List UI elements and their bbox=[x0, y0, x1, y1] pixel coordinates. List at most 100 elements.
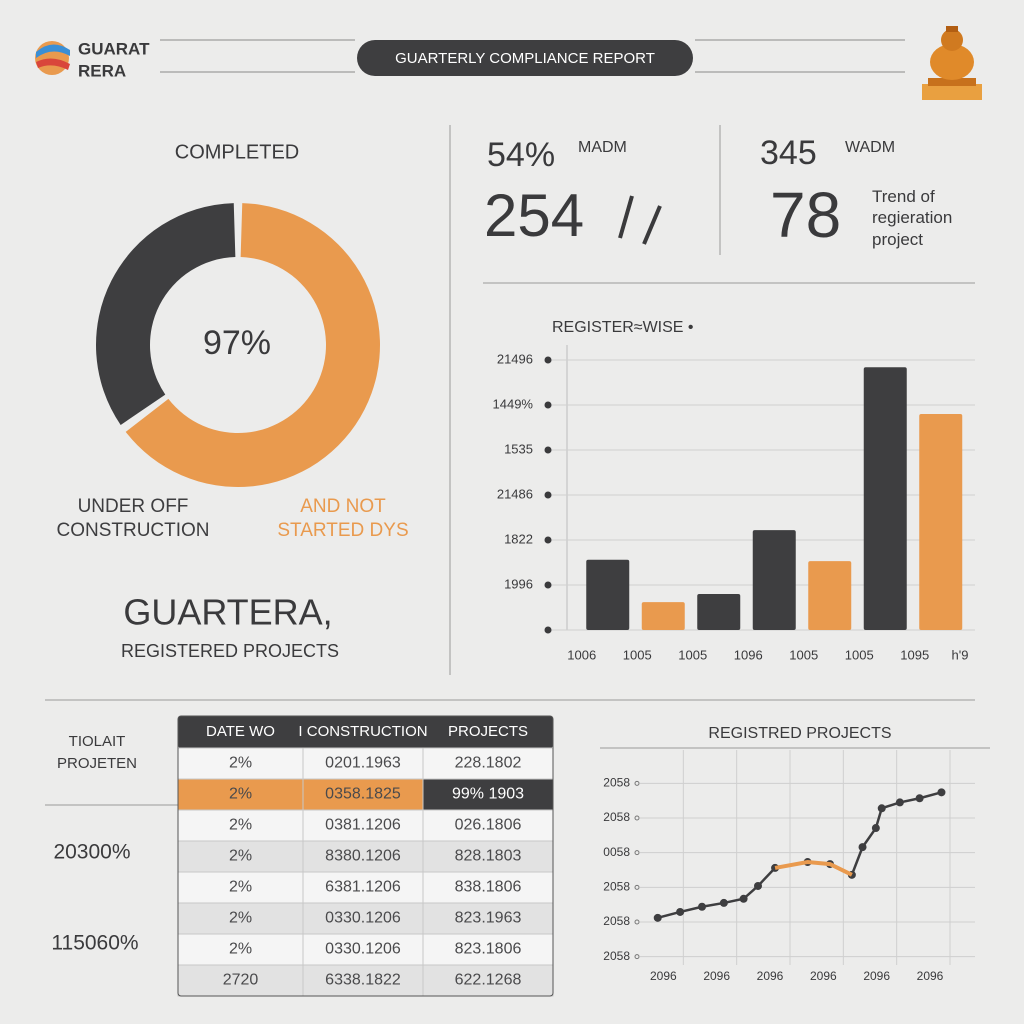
donut-segment bbox=[125, 203, 380, 487]
kpi-unit: WADM bbox=[845, 139, 895, 156]
x-tick-label: 1096 bbox=[734, 647, 763, 662]
line-point bbox=[895, 798, 904, 807]
x-tick-label: 1005 bbox=[845, 647, 874, 662]
cell-text: 838.1806 bbox=[455, 879, 522, 896]
table-cell bbox=[422, 747, 554, 780]
tick-mark bbox=[544, 446, 552, 454]
bar bbox=[752, 530, 796, 630]
table-cell bbox=[422, 964, 554, 997]
table-cell bbox=[302, 778, 424, 811]
table-cell bbox=[422, 902, 554, 935]
line-point bbox=[877, 804, 886, 813]
cell-text: 2% bbox=[229, 941, 252, 958]
summary-title: GUARTERA, bbox=[123, 592, 332, 633]
y-tick-label: 2058 bbox=[603, 880, 630, 894]
cell-text: 026.1806 bbox=[455, 817, 522, 834]
cell-text: 0358.1825 bbox=[325, 786, 401, 803]
tick-mark bbox=[544, 491, 552, 499]
tick-mark bbox=[544, 581, 552, 589]
column-header: I CONSTRUCTION bbox=[298, 723, 427, 740]
logo-line: RERA bbox=[78, 61, 126, 80]
table-cell bbox=[177, 840, 304, 873]
line-point bbox=[915, 794, 924, 803]
y-tick-label: 21486 bbox=[497, 486, 533, 501]
cell-text: 0201.1963 bbox=[325, 755, 401, 772]
kpi-big: 254 bbox=[484, 182, 584, 249]
y-tick-label: 1996 bbox=[504, 576, 533, 591]
x-tick-label: 2096 bbox=[757, 969, 784, 983]
kpi-small: 345 bbox=[760, 134, 817, 172]
cell-text: 2% bbox=[229, 755, 252, 772]
bar bbox=[919, 414, 963, 630]
line-point bbox=[739, 894, 748, 903]
y-tick-label: 0058 bbox=[603, 845, 630, 859]
table-cell bbox=[422, 840, 554, 873]
cell-text: 6381.1206 bbox=[325, 879, 401, 896]
y-tick-label: 1822 bbox=[504, 531, 533, 546]
side-value: 115060% bbox=[51, 932, 138, 955]
cell-text: 0330.1206 bbox=[325, 910, 401, 927]
logo-line: GUARAT bbox=[78, 39, 150, 58]
table-cell bbox=[302, 902, 424, 935]
y-tick-label: 2058 bbox=[603, 776, 630, 790]
y-tick-label: 2058 bbox=[603, 949, 630, 963]
line-point bbox=[676, 907, 685, 916]
table-cell bbox=[422, 871, 554, 904]
tick-mark bbox=[634, 954, 640, 960]
cell-text: 2% bbox=[229, 848, 252, 865]
cell-text: 2% bbox=[229, 817, 252, 834]
line-point bbox=[754, 881, 762, 890]
table-cell bbox=[177, 964, 304, 997]
line-point bbox=[937, 788, 946, 797]
x-tick-label: 2096 bbox=[650, 969, 677, 983]
line-series bbox=[657, 791, 942, 920]
y-tick-label: 1449% bbox=[493, 396, 534, 411]
y-tick-label: 2058 bbox=[603, 914, 630, 928]
kpi-note: Trend of regieration project bbox=[872, 187, 953, 249]
cell-text: 228.1802 bbox=[455, 755, 522, 772]
column-header: PROJECTS bbox=[448, 723, 528, 740]
x-tick-label: 1005 bbox=[623, 647, 652, 662]
decoration bbox=[642, 205, 662, 245]
donut-label: AND NOT STARTED DYS bbox=[277, 496, 409, 541]
line-point bbox=[653, 913, 662, 922]
bar bbox=[641, 602, 685, 630]
x-tick-label: 1005 bbox=[678, 647, 707, 662]
tick-mark bbox=[634, 919, 640, 925]
table-cell bbox=[302, 964, 424, 997]
decoration bbox=[618, 195, 634, 239]
table-frame bbox=[177, 715, 554, 997]
bar-title: REGISTER≈WISE • bbox=[552, 319, 694, 336]
x-tick-label: 1006 bbox=[567, 647, 596, 662]
title-pill bbox=[357, 40, 693, 76]
x-tick-label: 2096 bbox=[810, 969, 837, 983]
tick-mark bbox=[634, 815, 640, 821]
cell-text: 828.1803 bbox=[455, 848, 522, 865]
x-tick-label: 2096 bbox=[917, 969, 944, 983]
cell-text: 2% bbox=[229, 910, 252, 927]
tick-mark bbox=[634, 780, 640, 786]
table-cell bbox=[302, 840, 424, 873]
x-tick-label: 1095 bbox=[900, 647, 929, 662]
cell-text: 2% bbox=[229, 879, 252, 896]
kpi-small: 54% bbox=[487, 136, 555, 174]
cell-text: 2% bbox=[229, 786, 252, 803]
bar bbox=[808, 561, 852, 630]
table-cell bbox=[422, 778, 554, 811]
tick-mark bbox=[544, 356, 552, 364]
cell-text: 0330.1206 bbox=[325, 941, 401, 958]
bar bbox=[586, 559, 630, 630]
x-tick-label: 2096 bbox=[703, 969, 730, 983]
y-tick-label: 2058 bbox=[603, 810, 630, 824]
cell-text: 823.1963 bbox=[455, 910, 522, 927]
cell-text: 6338.1822 bbox=[325, 972, 401, 989]
donut-segment bbox=[96, 203, 236, 425]
tick-mark bbox=[634, 850, 640, 856]
x-tick-label: 1005 bbox=[789, 647, 818, 662]
line-title: REGISTRED PROJECTS bbox=[708, 725, 891, 742]
line-series bbox=[774, 860, 853, 877]
line-point bbox=[698, 902, 706, 911]
table-cell bbox=[177, 747, 304, 780]
